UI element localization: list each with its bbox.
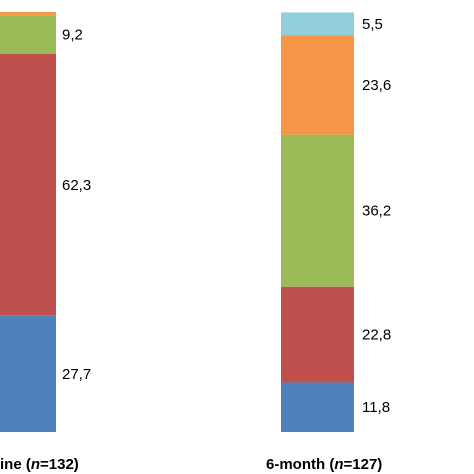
bar-segment-6-month-1 [281, 382, 354, 432]
category-label-6-month: 6-month (n=127) [266, 456, 382, 473]
value-label-baseline-2: 62,3 [62, 177, 91, 194]
category-label-baseline: ine (n=132) [0, 456, 79, 473]
bar-segment-baseline-4 [0, 12, 56, 16]
value-label-6-month-5: 5,5 [362, 16, 383, 33]
bar-segment-baseline-1 [0, 315, 56, 432]
value-label-6-month-2: 22,8 [362, 327, 391, 344]
bar-segments [0, 12, 354, 432]
bar-segment-6-month-5 [281, 12, 354, 36]
bar-segment-6-month-2 [281, 286, 354, 383]
value-label-6-month-1: 11,8 [362, 399, 390, 416]
bar-segment-6-month-3 [281, 134, 354, 287]
value-label-baseline-3: 9,2 [62, 27, 83, 44]
value-label-baseline-1: 27,7 [62, 366, 91, 383]
bar-segment-6-month-4 [281, 35, 354, 135]
value-label-6-month-4: 23,6 [362, 77, 391, 94]
bar-segment-baseline-2 [0, 54, 56, 316]
value-labels: 27,7 62,3 9,2 11,8 22,8 36,2 23,6 5,5 [62, 16, 391, 416]
bar-segment-baseline-3 [0, 15, 56, 54]
value-label-6-month-3: 36,2 [362, 203, 391, 220]
